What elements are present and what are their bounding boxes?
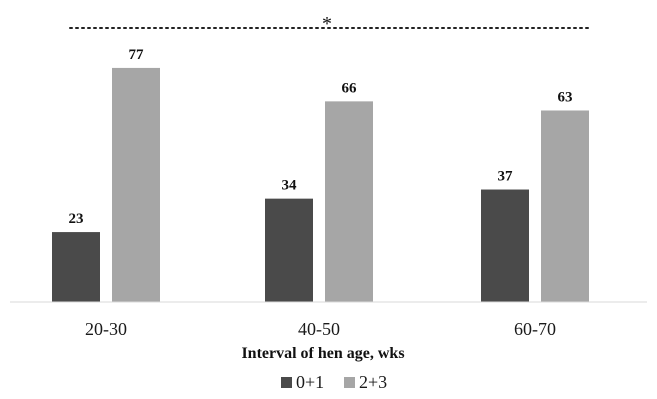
data-label: 23 xyxy=(69,211,84,227)
legend-swatch xyxy=(344,377,355,388)
data-label: 66 xyxy=(342,80,358,96)
bar-20-30-2+3 xyxy=(112,67,160,302)
legend-label: 0+1 xyxy=(296,372,324,392)
bar-40-50-0+1 xyxy=(265,198,313,302)
data-label: 63 xyxy=(558,89,573,105)
x-tick-label: 20-30 xyxy=(85,319,127,339)
data-label: 34 xyxy=(282,178,298,194)
bar-60-70-2+3 xyxy=(541,110,589,302)
bars-layer: 23 77 34 66 37 63 xyxy=(52,47,589,302)
significance-marker: * xyxy=(322,13,332,35)
x-tick-label: 40-50 xyxy=(298,319,340,339)
bar-40-50-2+3 xyxy=(325,101,373,302)
x-tick-labels: 20-30 40-50 60-70 xyxy=(85,319,556,339)
data-label: 37 xyxy=(498,169,514,185)
legend-swatch xyxy=(281,377,292,388)
x-tick-label: 60-70 xyxy=(514,319,556,339)
legend: 0+1 2+3 xyxy=(281,372,387,392)
legend-label: 2+3 xyxy=(359,372,387,392)
bar-20-30-0+1 xyxy=(52,232,100,302)
data-label: 77 xyxy=(129,47,145,63)
bar-60-70-0+1 xyxy=(481,189,529,302)
x-axis-title: Interval of hen age, wks xyxy=(241,345,404,362)
